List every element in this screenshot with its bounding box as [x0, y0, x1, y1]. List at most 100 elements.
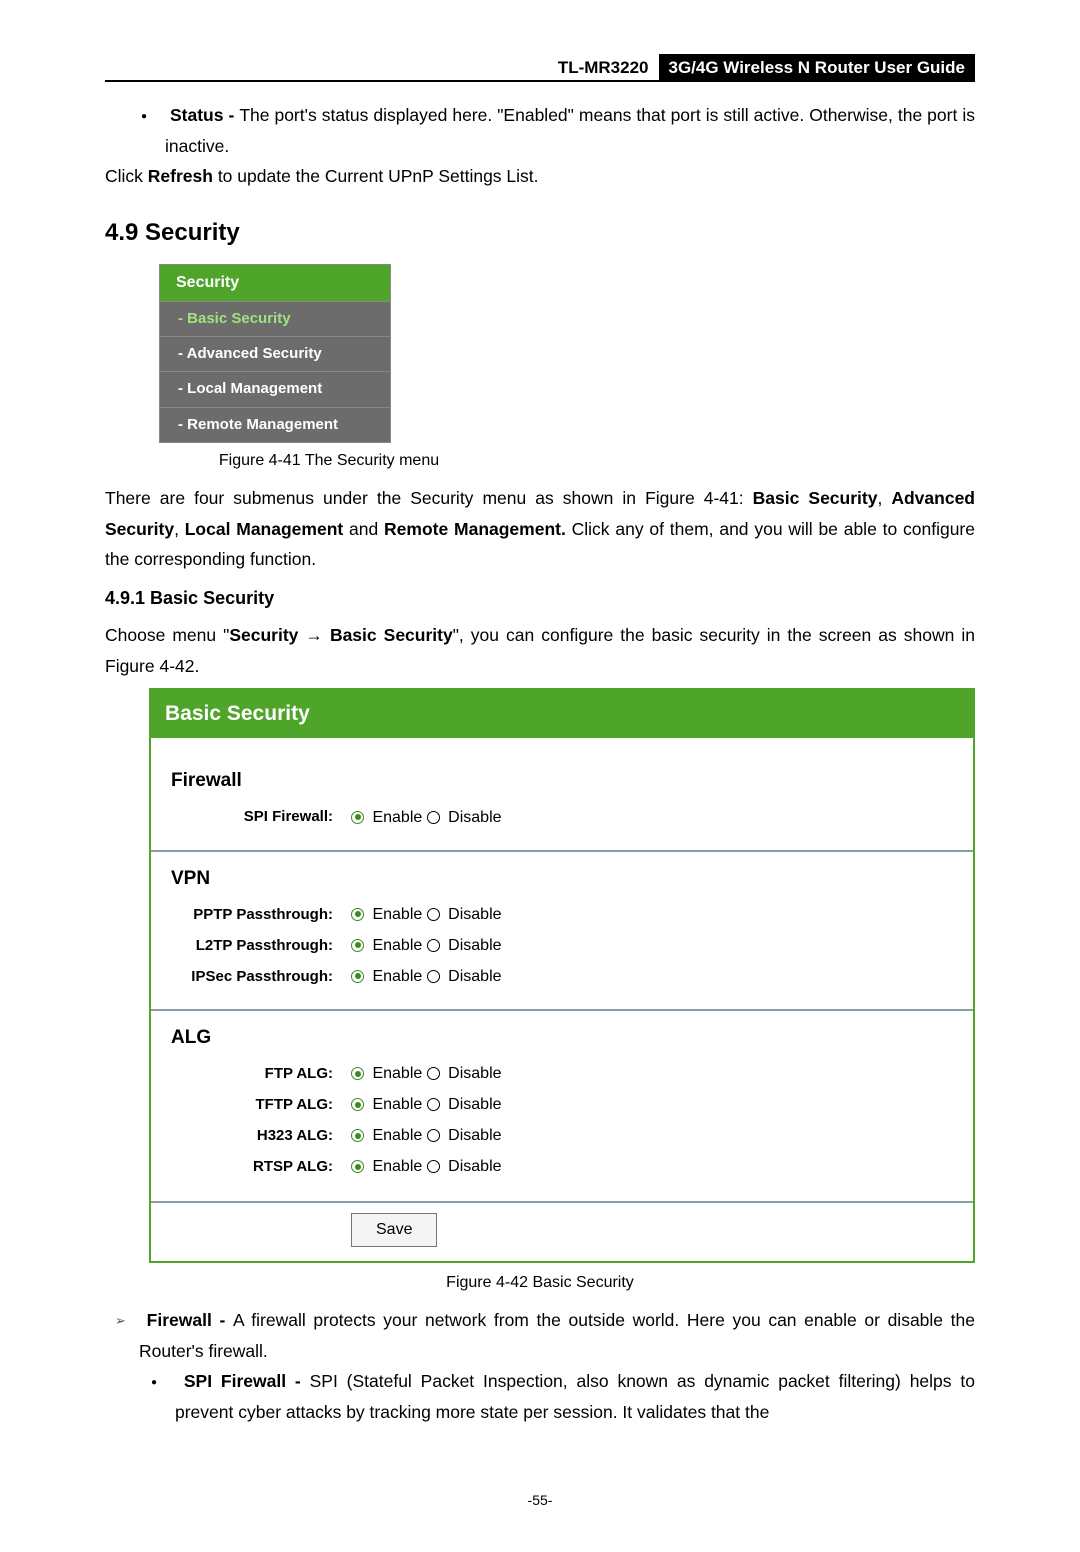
- setting-control: Enable Disable: [351, 1091, 502, 1119]
- radio-disable[interactable]: [427, 1067, 440, 1080]
- radio-enable[interactable]: [351, 1098, 364, 1111]
- radio-enable[interactable]: [351, 908, 364, 921]
- group-title: VPN: [171, 862, 953, 895]
- radio-disable[interactable]: [427, 1098, 440, 1111]
- setting-row: H323 ALG: Enable Disable: [171, 1122, 953, 1150]
- radio-disable-label: Disable: [444, 968, 502, 985]
- status-bullet: Status - The port's status displayed her…: [165, 100, 975, 161]
- setting-row: L2TP Passthrough: Enable Disable: [171, 932, 953, 960]
- group-title: Firewall: [171, 764, 953, 797]
- group-separator: [151, 850, 973, 852]
- sm-c3: and: [343, 519, 384, 539]
- panel-body: Firewall SPI Firewall: Enable Disable VPN P…: [151, 738, 973, 1261]
- group-title: ALG: [171, 1021, 953, 1054]
- radio-enable[interactable]: [351, 1129, 364, 1142]
- refresh-pre: Click: [105, 166, 148, 186]
- security-menu-item[interactable]: - Remote Management: [160, 407, 390, 442]
- ch-b2: Basic Security: [330, 625, 453, 645]
- group-separator: [151, 1009, 973, 1011]
- sm-b1: Basic Security: [753, 488, 878, 508]
- radio-disable[interactable]: [427, 939, 440, 952]
- setting-control: Enable Disable: [351, 963, 502, 991]
- radio-enable[interactable]: [351, 970, 364, 983]
- refresh-post: to update the Current UPnP Settings List…: [213, 166, 539, 186]
- radio-enable-label: Enable: [368, 809, 427, 826]
- basic-security-panel: Basic Security FirewallSPI Firewall: Ena…: [149, 688, 975, 1264]
- radio-disable-label: Disable: [444, 1096, 502, 1113]
- security-menu-header[interactable]: Security: [160, 265, 390, 301]
- radio-disable[interactable]: [427, 908, 440, 921]
- radio-enable-label: Enable: [368, 906, 427, 923]
- status-bullet-list: Status - The port's status displayed her…: [105, 100, 975, 161]
- status-term: Status -: [170, 105, 239, 125]
- model-number: TL-MR3220: [558, 54, 659, 80]
- setting-label: FTP ALG:: [171, 1061, 351, 1087]
- setting-control: Enable Disable: [351, 932, 502, 960]
- sm-b3: Local Management: [185, 519, 343, 539]
- fw-rest: A firewall protects your network from th…: [139, 1310, 975, 1361]
- setting-control: Enable Disable: [351, 901, 502, 929]
- radio-disable-label: Disable: [444, 937, 502, 954]
- section-4-9-1: 4.9.1 Basic Security: [105, 583, 975, 615]
- figure-4-42-caption: Figure 4-42 Basic Security: [105, 1269, 975, 1297]
- radio-enable-label: Enable: [368, 1127, 427, 1144]
- radio-enable-label: Enable: [368, 1096, 427, 1113]
- choose-paragraph: Choose menu "Security → Basic Security",…: [105, 620, 975, 681]
- ch-p1: Choose menu ": [105, 625, 229, 645]
- status-rest: The port's status displayed here. "Enabl…: [165, 105, 975, 156]
- setting-label: RTSP ALG:: [171, 1154, 351, 1180]
- radio-enable[interactable]: [351, 939, 364, 952]
- radio-enable[interactable]: [351, 1067, 364, 1080]
- setting-row: RTSP ALG: Enable Disable: [171, 1153, 953, 1181]
- radio-enable-label: Enable: [368, 968, 427, 985]
- radio-disable[interactable]: [427, 1160, 440, 1173]
- page-number: -55-: [105, 1488, 975, 1513]
- section-4-9: 4.9 Security: [105, 212, 975, 254]
- setting-label: IPSec Passthrough:: [171, 964, 351, 990]
- setting-row: TFTP ALG: Enable Disable: [171, 1091, 953, 1119]
- radio-disable[interactable]: [427, 970, 440, 983]
- setting-row: IPSec Passthrough: Enable Disable: [171, 963, 953, 991]
- spi-term: SPI Firewall -: [184, 1371, 310, 1391]
- radio-enable-label: Enable: [368, 937, 427, 954]
- refresh-bold: Refresh: [148, 166, 213, 186]
- setting-control: Enable Disable: [351, 804, 502, 832]
- radio-enable[interactable]: [351, 1160, 364, 1173]
- spi-bullet-list: SPI Firewall - SPI (Stateful Packet Insp…: [105, 1366, 975, 1427]
- page-header: TL-MR3220 3G/4G Wireless N Router User G…: [105, 54, 975, 82]
- radio-disable[interactable]: [427, 811, 440, 824]
- spi-bullet: SPI Firewall - SPI (Stateful Packet Insp…: [175, 1366, 975, 1427]
- radio-enable[interactable]: [351, 811, 364, 824]
- security-menu-item[interactable]: - Local Management: [160, 371, 390, 406]
- firewall-bullet: Firewall - A firewall protects your netw…: [139, 1305, 975, 1366]
- radio-enable-label: Enable: [368, 1065, 427, 1082]
- sm-p1: There are four submenus under the Securi…: [105, 488, 753, 508]
- radio-disable-label: Disable: [444, 1065, 502, 1082]
- radio-disable[interactable]: [427, 1129, 440, 1142]
- refresh-line: Click Refresh to update the Current UPnP…: [105, 161, 975, 192]
- setting-control: Enable Disable: [351, 1122, 502, 1150]
- setting-row: FTP ALG: Enable Disable: [171, 1060, 953, 1088]
- security-menu: Security - Basic Security- Advanced Secu…: [159, 264, 391, 443]
- ch-arrow: →: [298, 625, 330, 645]
- sm-b4: Remote Management.: [384, 519, 566, 539]
- figure-4-41-caption: Figure 4-41 The Security menu: [159, 447, 499, 475]
- security-menu-item[interactable]: - Basic Security: [160, 301, 390, 336]
- sm-c2: ,: [174, 519, 185, 539]
- setting-label: H323 ALG:: [171, 1123, 351, 1149]
- security-menu-figure: Security - Basic Security- Advanced Secu…: [105, 264, 975, 443]
- guide-title: 3G/4G Wireless N Router User Guide: [659, 54, 976, 80]
- setting-label: PPTP Passthrough:: [171, 902, 351, 928]
- firewall-arrow-list: Firewall - A firewall protects your netw…: [105, 1305, 975, 1366]
- ch-b1: Security: [229, 625, 298, 645]
- radio-disable-label: Disable: [444, 1158, 502, 1175]
- setting-row: PPTP Passthrough: Enable Disable: [171, 901, 953, 929]
- setting-row: SPI Firewall: Enable Disable: [171, 804, 953, 832]
- security-menu-item[interactable]: - Advanced Security: [160, 336, 390, 371]
- setting-control: Enable Disable: [351, 1153, 502, 1181]
- setting-control: Enable Disable: [351, 1060, 502, 1088]
- save-button[interactable]: Save: [351, 1213, 437, 1247]
- submenu-paragraph: There are four submenus under the Securi…: [105, 483, 975, 575]
- setting-label: SPI Firewall:: [171, 804, 351, 830]
- setting-label: TFTP ALG:: [171, 1092, 351, 1118]
